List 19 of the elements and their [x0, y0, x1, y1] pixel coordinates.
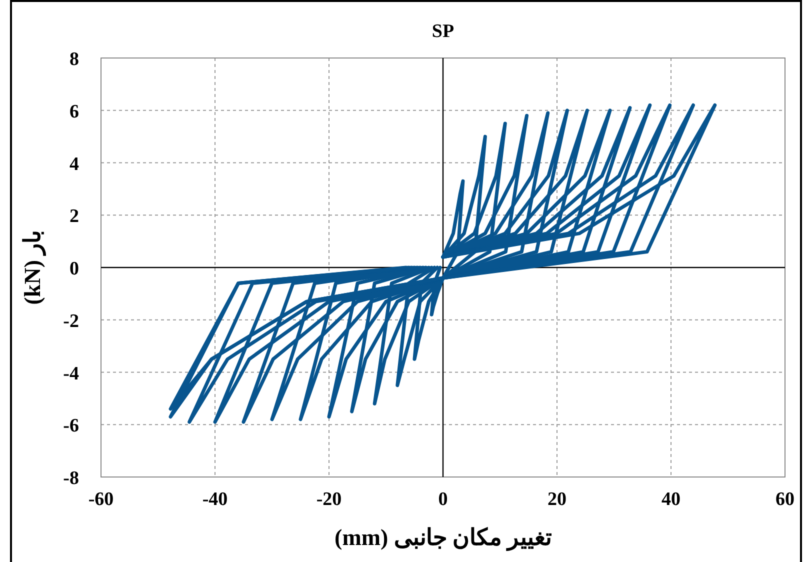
- x-tick-label: 60: [776, 489, 794, 510]
- x-tick-label: -40: [202, 489, 228, 510]
- y-tick-label: -2: [63, 310, 79, 332]
- x-tick-label: -60: [88, 489, 114, 510]
- y-tick-label: 2: [70, 206, 79, 228]
- y-tick-label: -8: [63, 468, 79, 489]
- y-tick-label: -6: [63, 416, 79, 437]
- x-tick-label: 0: [438, 489, 448, 510]
- y-tick-label: 8: [70, 49, 79, 70]
- y-tick-label: 4: [70, 154, 80, 175]
- x-tick-label: 20: [548, 489, 566, 510]
- y-tick-label: -4: [63, 363, 80, 384]
- chart-title: SP: [432, 21, 454, 42]
- x-axis-title: تغییر مکان جانبی (mm): [334, 525, 552, 552]
- y-tick-label: 0: [70, 258, 79, 280]
- y-axis-title: بار (kN): [20, 230, 47, 305]
- x-tick-label: 40: [662, 489, 680, 510]
- y-tick-label: 6: [70, 101, 79, 122]
- x-tick-label: -20: [316, 489, 342, 510]
